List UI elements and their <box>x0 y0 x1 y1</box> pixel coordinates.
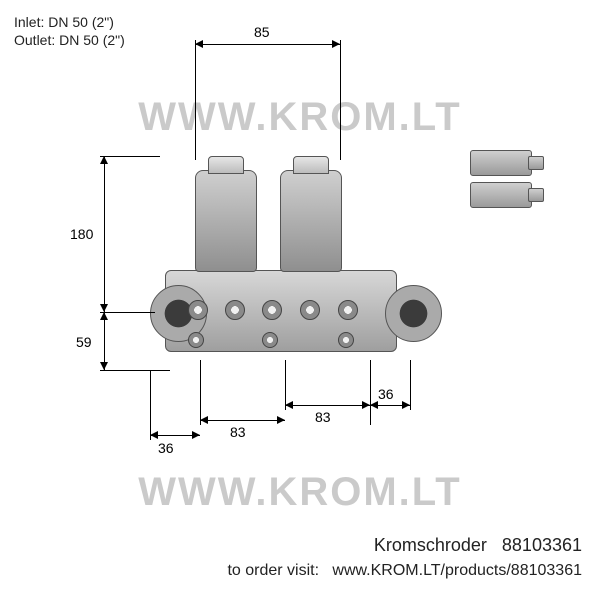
watermark-top: WWW.KROM.LT <box>0 95 600 140</box>
aux-plug <box>528 156 544 170</box>
arrow-icon <box>100 304 108 312</box>
valve-solenoid-1 <box>195 170 257 272</box>
dim-ext-line <box>150 370 151 440</box>
dim-ext-line <box>340 40 341 160</box>
arrow-icon <box>285 401 293 409</box>
valve-stud <box>262 300 282 320</box>
aux-connector-2 <box>470 182 532 208</box>
dim-line-180 <box>104 156 105 312</box>
footer-brand: Kromschroder <box>374 535 487 555</box>
spec-inlet: Inlet: DN 50 (2") <box>14 14 114 30</box>
spec-inlet-label: Inlet: <box>14 14 44 30</box>
footer-partno: 88103361 <box>502 535 582 555</box>
valve-stud <box>188 332 204 348</box>
dim-height-lower: 59 <box>76 334 92 350</box>
dim-bottom-36-right: 36 <box>378 386 394 402</box>
valve-stud <box>188 300 208 320</box>
arrow-icon <box>192 431 200 439</box>
dim-bottom-36-left: 36 <box>158 440 174 456</box>
dim-bottom-83-b: 83 <box>315 409 331 425</box>
valve-stud <box>225 300 245 320</box>
aux-plug <box>528 188 544 202</box>
arrow-icon <box>370 401 378 409</box>
footer-order-prefix: to order visit: <box>227 562 319 579</box>
dim-bottom-83-a: 83 <box>230 424 246 440</box>
valve-stud <box>338 300 358 320</box>
footer-brand-line: Kromschroder 88103361 <box>374 535 582 556</box>
arrow-icon <box>362 401 370 409</box>
valve-port-right <box>385 285 442 342</box>
valve-stud <box>262 332 278 348</box>
aux-connector-1 <box>470 150 532 176</box>
watermark-bottom: WWW.KROM.LT <box>0 470 600 515</box>
arrow-icon <box>195 40 203 48</box>
dim-top-width: 85 <box>254 24 270 40</box>
valve-solenoid-2 <box>280 170 342 272</box>
dim-ext-line <box>370 360 371 425</box>
footer-order-line: to order visit: www.KROM.LT/products/881… <box>227 562 582 580</box>
dim-ext-line <box>100 312 155 313</box>
dim-line-top <box>195 44 340 45</box>
dim-ext-line <box>100 370 170 371</box>
arrow-icon <box>277 416 285 424</box>
dim-height-upper: 180 <box>70 226 93 242</box>
valve-cap-2 <box>293 156 329 174</box>
dim-ext-line <box>410 360 411 410</box>
diagram-stage: Inlet: DN 50 (2") Outlet: DN 50 (2") WWW… <box>0 0 600 600</box>
arrow-icon <box>402 401 410 409</box>
spec-inlet-value: DN 50 (2") <box>48 14 114 30</box>
arrow-icon <box>332 40 340 48</box>
arrow-icon <box>150 431 158 439</box>
dim-line-b83b <box>285 405 370 406</box>
valve-stud <box>338 332 354 348</box>
valve-stud <box>300 300 320 320</box>
arrow-icon <box>100 156 108 164</box>
spec-outlet-label: Outlet: <box>14 32 55 48</box>
spec-outlet-value: DN 50 (2") <box>59 32 125 48</box>
spec-outlet: Outlet: DN 50 (2") <box>14 32 125 48</box>
arrow-icon <box>100 312 108 320</box>
footer-order-url[interactable]: www.KROM.LT/products/88103361 <box>332 562 582 579</box>
dim-line-b83a <box>200 420 285 421</box>
dim-ext-line <box>100 156 160 157</box>
arrow-icon <box>100 362 108 370</box>
valve-cap-1 <box>208 156 244 174</box>
dim-ext-line <box>195 40 196 160</box>
arrow-icon <box>200 416 208 424</box>
